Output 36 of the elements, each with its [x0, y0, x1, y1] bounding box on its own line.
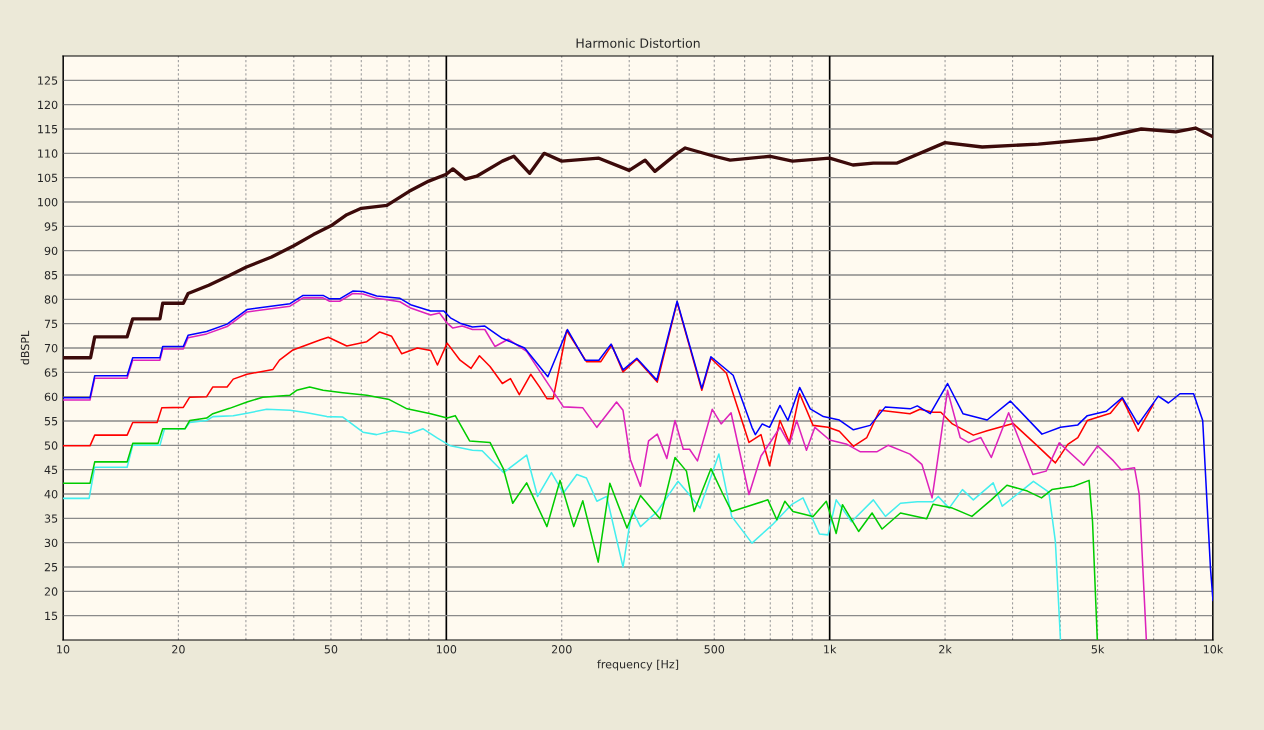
y-tick-label: 25 [44, 562, 58, 572]
chart-title: Harmonic Distortion [576, 38, 700, 48]
x-tick-label: 1k [824, 644, 837, 654]
x-tick-label: 50 [324, 645, 338, 654]
x-tick-label: 200 [551, 645, 572, 654]
y-tick-label: 55 [44, 417, 58, 426]
x-tick-label: 500 [704, 645, 725, 654]
y-tick-label: 40 [44, 489, 58, 499]
x-tick-label: 10 [57, 645, 70, 654]
y-tick-label: 95 [44, 222, 58, 231]
y-tick-label: 75 [44, 319, 58, 329]
y-tick-label: 70 [44, 343, 58, 353]
y-tick-label: 110 [38, 149, 58, 158]
y-tick-label: 85 [44, 270, 58, 280]
y-tick-label: 120 [38, 100, 58, 110]
y-tick-label: 80 [44, 295, 58, 304]
y-tick-label: 65 [44, 368, 58, 377]
y-tick-label: 115 [38, 125, 58, 134]
y-tick-label: 125 [38, 76, 58, 85]
x-axis-title: frequency [Hz] [597, 659, 679, 671]
y-tick-label: 35 [44, 514, 58, 523]
x-tick-label: 2k [939, 644, 952, 654]
x-tick-label: 20 [172, 645, 185, 654]
y-tick-label: 50 [44, 441, 58, 450]
x-tick-label: 10k [1203, 644, 1224, 654]
y-axis-title: dBSPL [20, 330, 30, 365]
y-tick-label: 100 [38, 197, 58, 207]
y-tick-label: 20 [44, 587, 58, 596]
y-tick-label: 15 [45, 611, 58, 621]
x-tick-label: 100 [436, 645, 457, 654]
y-tick-label: 60 [44, 392, 58, 402]
x-tick-label: 5k [1091, 644, 1105, 654]
y-tick-label: 45 [44, 465, 58, 475]
y-tick-label: 105 [38, 173, 58, 183]
y-tick-label: 90 [44, 246, 58, 256]
y-tick-label: 30 [44, 538, 58, 548]
